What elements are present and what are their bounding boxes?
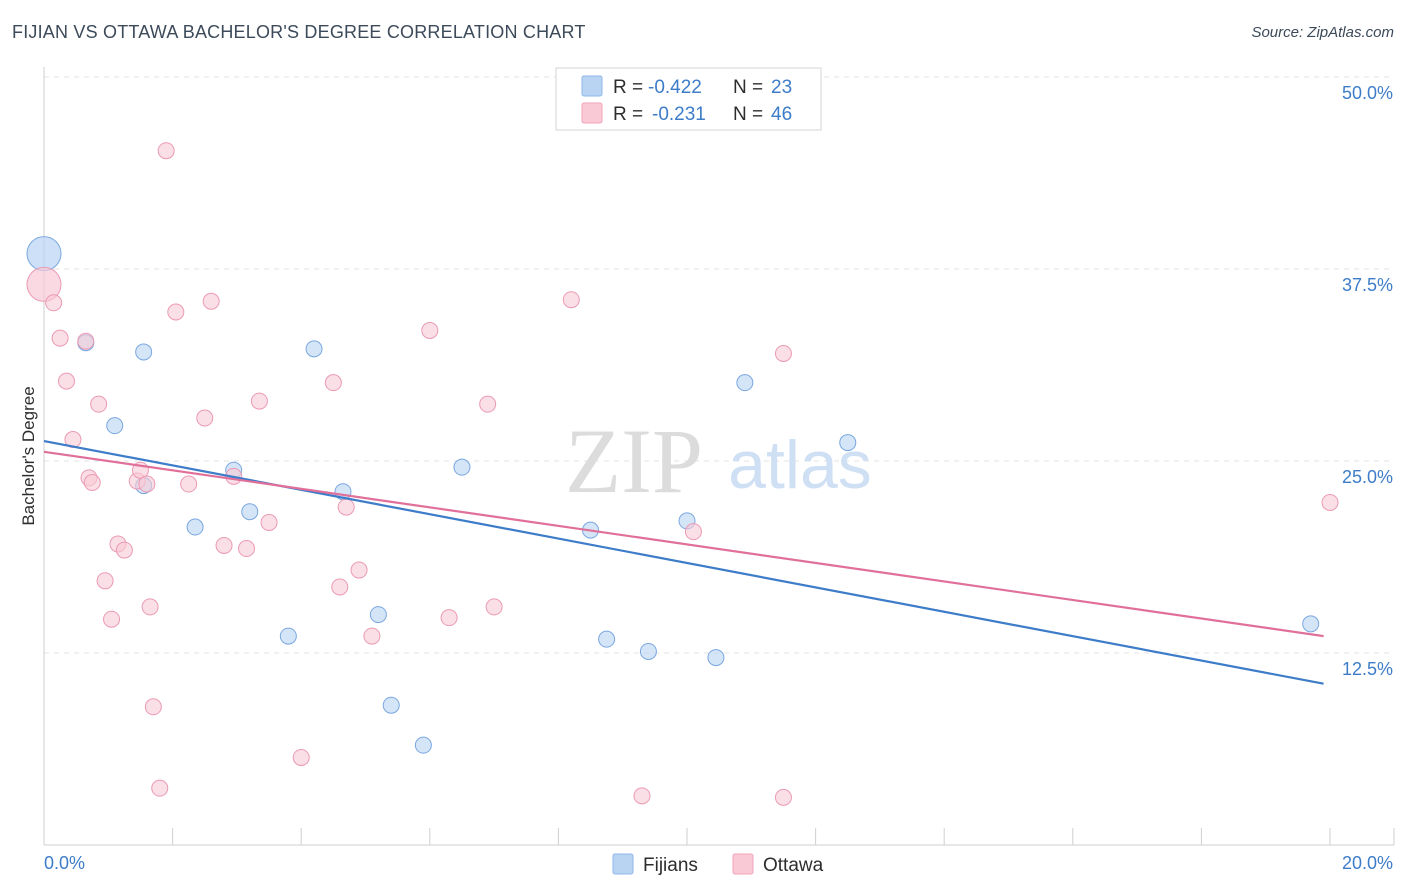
ottawa-point — [485, 598, 503, 616]
ottawa-point — [58, 372, 76, 390]
legend-n-value-ottawa: 46 — [771, 104, 792, 125]
y-tick-label: 12.5% — [1342, 659, 1393, 679]
watermark: ZIP atlas — [565, 410, 872, 512]
ottawa-point — [157, 142, 175, 160]
fijians-point — [414, 736, 432, 754]
legend-n-label-fijians: N = — [733, 77, 763, 98]
ottawa-point — [215, 536, 233, 554]
fijians-point — [279, 627, 297, 645]
x-tick-labels: 0.0% 20.0% — [44, 853, 1393, 873]
ottawa-point — [96, 572, 114, 590]
ottawa-point — [238, 540, 256, 558]
ottawa-point — [180, 475, 198, 493]
series-legend-label-fijians: Fijians — [643, 855, 698, 876]
series-legend-swatch-fijians — [612, 853, 634, 875]
series-legend-label-ottawa: Ottawa — [763, 855, 824, 876]
y-axis-title: Bachelor's Degree — [19, 386, 38, 525]
grid-lines — [44, 76, 1394, 654]
legend-r-value-ottawa: -0.231 — [652, 104, 706, 125]
watermark-zip: ZIP — [565, 410, 703, 512]
series-legend-swatch-ottawa — [732, 853, 754, 875]
fijians-point — [369, 606, 387, 624]
ottawa-trend-line — [43, 450, 1324, 638]
series-legend: Fijians Ottawa — [612, 853, 824, 876]
ottawa-point — [363, 627, 381, 645]
fijians-point — [241, 503, 259, 521]
fijians-point — [26, 236, 62, 272]
ottawa-point — [331, 578, 349, 596]
ottawa-point — [774, 344, 792, 362]
ottawa-point — [633, 787, 651, 805]
fijians-point — [1302, 615, 1320, 633]
ottawa-point — [51, 329, 69, 347]
ottawa-point — [350, 561, 368, 579]
ottawa-point — [562, 291, 580, 309]
ottawa-point — [337, 498, 355, 516]
fijians-point — [305, 340, 323, 358]
fijians-point — [186, 518, 204, 536]
legend-swatch-fijians — [581, 75, 603, 97]
ottawa-point — [250, 392, 268, 410]
ottawa-point — [26, 266, 62, 302]
ottawa-point — [324, 374, 342, 392]
x-tick-label-max: 20.0% — [1342, 853, 1393, 873]
legend-swatch-ottawa — [581, 102, 603, 124]
chart-source: Source: ZipAtlas.com — [1251, 24, 1394, 41]
ottawa-point — [115, 541, 133, 559]
ottawa-point — [167, 303, 185, 321]
ottawa-point — [103, 610, 121, 628]
chart-title: FIJIAN VS OTTAWA BACHELOR'S DEGREE CORRE… — [12, 22, 586, 42]
fijians-point — [839, 434, 857, 452]
ottawa-point — [196, 409, 214, 427]
fijians-point — [453, 458, 471, 476]
data-points — [26, 142, 1339, 806]
ottawa-point — [440, 609, 458, 627]
ottawa-point — [45, 294, 63, 312]
fijians-point — [736, 374, 754, 392]
ottawa-point — [684, 523, 702, 541]
legend-n-value-fijians: 23 — [771, 77, 792, 98]
ottawa-point — [260, 513, 278, 531]
ottawa-point — [292, 748, 310, 766]
y-tick-label: 50.0% — [1342, 83, 1393, 103]
ottawa-point — [421, 321, 439, 339]
fijians-point — [135, 343, 153, 361]
ottawa-point — [144, 698, 162, 716]
ottawa-point — [202, 292, 220, 310]
fijians-point — [382, 696, 400, 714]
legend-r-label-ottawa: R = — [613, 104, 643, 125]
ottawa-point — [479, 395, 497, 413]
trend-lines — [43, 439, 1324, 685]
fijians-point — [707, 649, 725, 667]
fijians-point — [106, 417, 124, 435]
x-ticks — [43, 828, 1395, 845]
ottawa-point — [151, 779, 169, 797]
y-tick-labels: 12.5% 25.0% 37.5% 50.0% — [1342, 83, 1393, 679]
legend-r-label-fijians: R = — [613, 77, 643, 98]
ottawa-point — [83, 474, 101, 492]
y-tick-label: 37.5% — [1342, 275, 1393, 295]
ottawa-point — [141, 598, 159, 616]
legend-n-label-ottawa: N = — [733, 104, 763, 125]
legend-r-value-fijians: -0.422 — [648, 77, 702, 98]
x-tick-label-min: 0.0% — [44, 853, 85, 873]
axes — [43, 67, 1394, 846]
fijians-point — [639, 642, 657, 660]
y-tick-label: 25.0% — [1342, 467, 1393, 487]
ottawa-point — [90, 395, 108, 413]
ottawa-point — [77, 332, 95, 350]
ottawa-point — [1321, 493, 1339, 511]
ottawa-point — [138, 475, 156, 493]
ottawa-point — [774, 788, 792, 806]
fijians-point — [598, 630, 616, 648]
stats-legend: R = -0.422 N = 23 R = -0.231 N = 46 — [555, 67, 822, 131]
